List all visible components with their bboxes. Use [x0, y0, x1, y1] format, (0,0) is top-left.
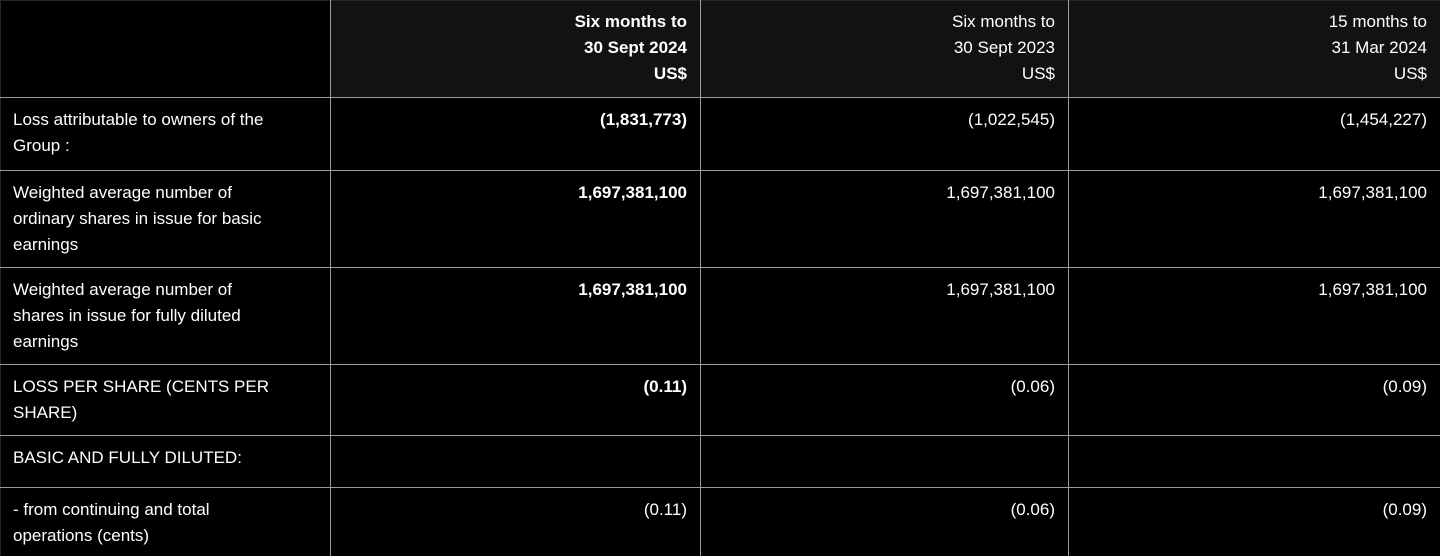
header-fifteen-months-2024: 15 months to 31 Mar 2024 US$: [1068, 0, 1440, 98]
cell-value: (1,022,545): [700, 97, 1069, 171]
cell-value: [330, 435, 701, 488]
table-row: - from continuing and total operations (…: [0, 487, 1440, 556]
header-six-months-2024: Six months to 30 Sept 2024 US$: [330, 0, 701, 98]
cell-value: (0.11): [330, 487, 701, 556]
cell-value: (0.09): [1068, 364, 1440, 436]
cell-value: 1,697,381,100: [1068, 267, 1440, 365]
table-row: BASIC AND FULLY DILUTED:: [0, 435, 1440, 488]
table-row: Weighted average number of ordinary shar…: [0, 170, 1440, 268]
row-label: Loss attributable to owners of the Group…: [0, 97, 331, 171]
cell-value: (1,454,227): [1068, 97, 1440, 171]
row-label: LOSS PER SHARE (CENTS PER SHARE): [0, 364, 331, 436]
row-label: Weighted average number of shares in iss…: [0, 267, 331, 365]
header-empty-cell: [0, 0, 331, 98]
row-label: - from continuing and total operations (…: [0, 487, 331, 556]
cell-value: (0.06): [700, 364, 1069, 436]
header-six-months-2023: Six months to 30 Sept 2023 US$: [700, 0, 1069, 98]
cell-value: [700, 435, 1069, 488]
cell-value: [1068, 435, 1440, 488]
table-header: Six months to 30 Sept 2024 US$ Six month…: [0, 0, 1440, 98]
table-row: LOSS PER SHARE (CENTS PER SHARE) (0.11) (0…: [0, 364, 1440, 436]
row-label: BASIC AND FULLY DILUTED:: [0, 435, 331, 488]
table-row: Loss attributable to owners of the Group…: [0, 97, 1440, 171]
cell-value: 1,697,381,100: [700, 170, 1069, 268]
cell-value: 1,697,381,100: [700, 267, 1069, 365]
row-label: Weighted average number of ordinary shar…: [0, 170, 331, 268]
header-row: Six months to 30 Sept 2024 US$ Six month…: [0, 0, 1440, 98]
cell-value: 1,697,381,100: [1068, 170, 1440, 268]
cell-value: (1,831,773): [330, 97, 701, 171]
cell-value: (0.06): [700, 487, 1069, 556]
cell-value: (0.11): [330, 364, 701, 436]
cell-value: (0.09): [1068, 487, 1440, 556]
cell-value: 1,697,381,100: [330, 170, 701, 268]
table-body: Loss attributable to owners of the Group…: [0, 97, 1440, 556]
table-row: Weighted average number of shares in iss…: [0, 267, 1440, 365]
cell-value: 1,697,381,100: [330, 267, 701, 365]
